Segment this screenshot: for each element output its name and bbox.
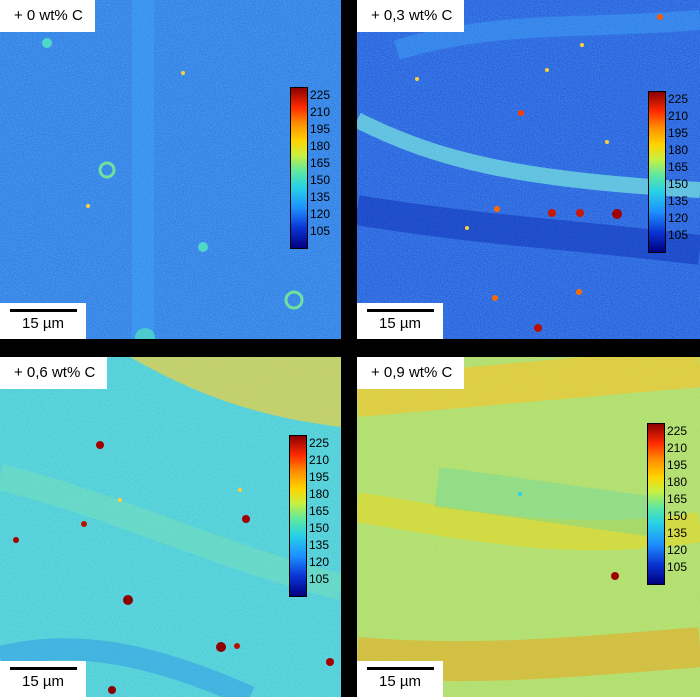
colorbar-tick: 225	[309, 436, 330, 450]
colorbar-tick: 105	[667, 560, 688, 574]
colorbar-tick: 105	[310, 224, 331, 238]
colorbar-tick: 225	[668, 92, 689, 106]
intensity-map	[357, 0, 700, 339]
colorbar-tick: 210	[668, 109, 689, 123]
colorbar-tick: 135	[309, 538, 330, 552]
scale-bar-label: 15 µm	[22, 315, 64, 332]
intensity-map	[0, 0, 341, 339]
colorbar-tick: 105	[668, 228, 689, 242]
scale-bar-line	[367, 309, 434, 312]
colorbar-tick: 150	[668, 177, 689, 191]
colorbar-tick: 120	[309, 555, 330, 569]
colorbar-tick: 180	[668, 143, 689, 157]
colorbar-tick: 180	[310, 139, 331, 153]
panel-label: + 0 wt% C	[0, 0, 95, 32]
colorbar-tick: 120	[668, 211, 689, 225]
micrograph-panel-06wt: + 0,6 wt% C 225 210 195 180 165 150 135 …	[0, 357, 341, 697]
panel-label: + 0,3 wt% C	[357, 0, 465, 32]
colorbar-tick: 165	[668, 160, 689, 174]
colorbar-ticks: 225 210 195 180 165 150 135 120 105	[668, 93, 696, 253]
colorbar-tick: 195	[309, 470, 330, 484]
colorbar-tick: 210	[310, 105, 331, 119]
colorbar-tick: 150	[667, 509, 688, 523]
scale-bar-line	[10, 309, 77, 312]
scale-bar-label: 15 µm	[22, 673, 64, 690]
colorbar-tick: 165	[310, 156, 331, 170]
panel-label: + 0,9 wt% C	[357, 357, 465, 389]
colorbar-tick: 135	[668, 194, 689, 208]
colorbar-tick: 135	[310, 190, 331, 204]
colorbar-tick: 120	[667, 543, 688, 557]
colorbar-tick: 150	[309, 521, 330, 535]
scale-bar-line	[367, 667, 434, 670]
colorbar-tick: 165	[667, 492, 688, 506]
scale-bar: 15 µm	[0, 303, 86, 339]
colorbar-ticks: 225 210 195 180 165 150 135 120 105	[310, 89, 338, 249]
colorbar-tick: 195	[668, 126, 689, 140]
micrograph-panel-03wt: + 0,3 wt% C 225 210 195 180 165 150 135 …	[357, 0, 700, 339]
scale-bar-label: 15 µm	[379, 673, 421, 690]
panel-label: + 0,6 wt% C	[0, 357, 108, 389]
micrograph-panel-09wt: + 0,9 wt% C 225 210 195 180 165 150 135 …	[357, 357, 700, 697]
scale-bar: 15 µm	[0, 661, 86, 697]
colorbar-tick: 210	[667, 441, 688, 455]
colorbar-tick: 165	[309, 504, 330, 518]
colorbar-tick: 180	[309, 487, 330, 501]
colorbar	[648, 91, 666, 253]
colorbar-tick: 225	[310, 88, 331, 102]
colorbar-tick: 195	[667, 458, 688, 472]
colorbar-tick: 180	[667, 475, 688, 489]
colorbar-tick: 135	[667, 526, 688, 540]
colorbar-tick: 120	[310, 207, 331, 221]
scale-bar-line	[10, 667, 77, 670]
colorbar	[289, 435, 307, 597]
intensity-map	[0, 357, 341, 697]
colorbar-tick: 195	[310, 122, 331, 136]
colorbar-tick: 225	[667, 424, 688, 438]
scale-bar-label: 15 µm	[379, 315, 421, 332]
micrograph-panel-0wt: + 0 wt% C 225 210 195 180 165 150 135 12…	[0, 0, 341, 339]
colorbar	[647, 423, 665, 585]
colorbar-tick: 150	[310, 173, 331, 187]
colorbar	[290, 87, 308, 249]
colorbar-ticks: 225 210 195 180 165 150 135 120 105	[309, 437, 337, 597]
colorbar-ticks: 225 210 195 180 165 150 135 120 105	[667, 425, 695, 585]
scale-bar: 15 µm	[357, 303, 443, 339]
colorbar-tick: 105	[309, 572, 330, 586]
intensity-map	[357, 357, 700, 697]
colorbar-tick: 210	[309, 453, 330, 467]
scale-bar: 15 µm	[357, 661, 443, 697]
